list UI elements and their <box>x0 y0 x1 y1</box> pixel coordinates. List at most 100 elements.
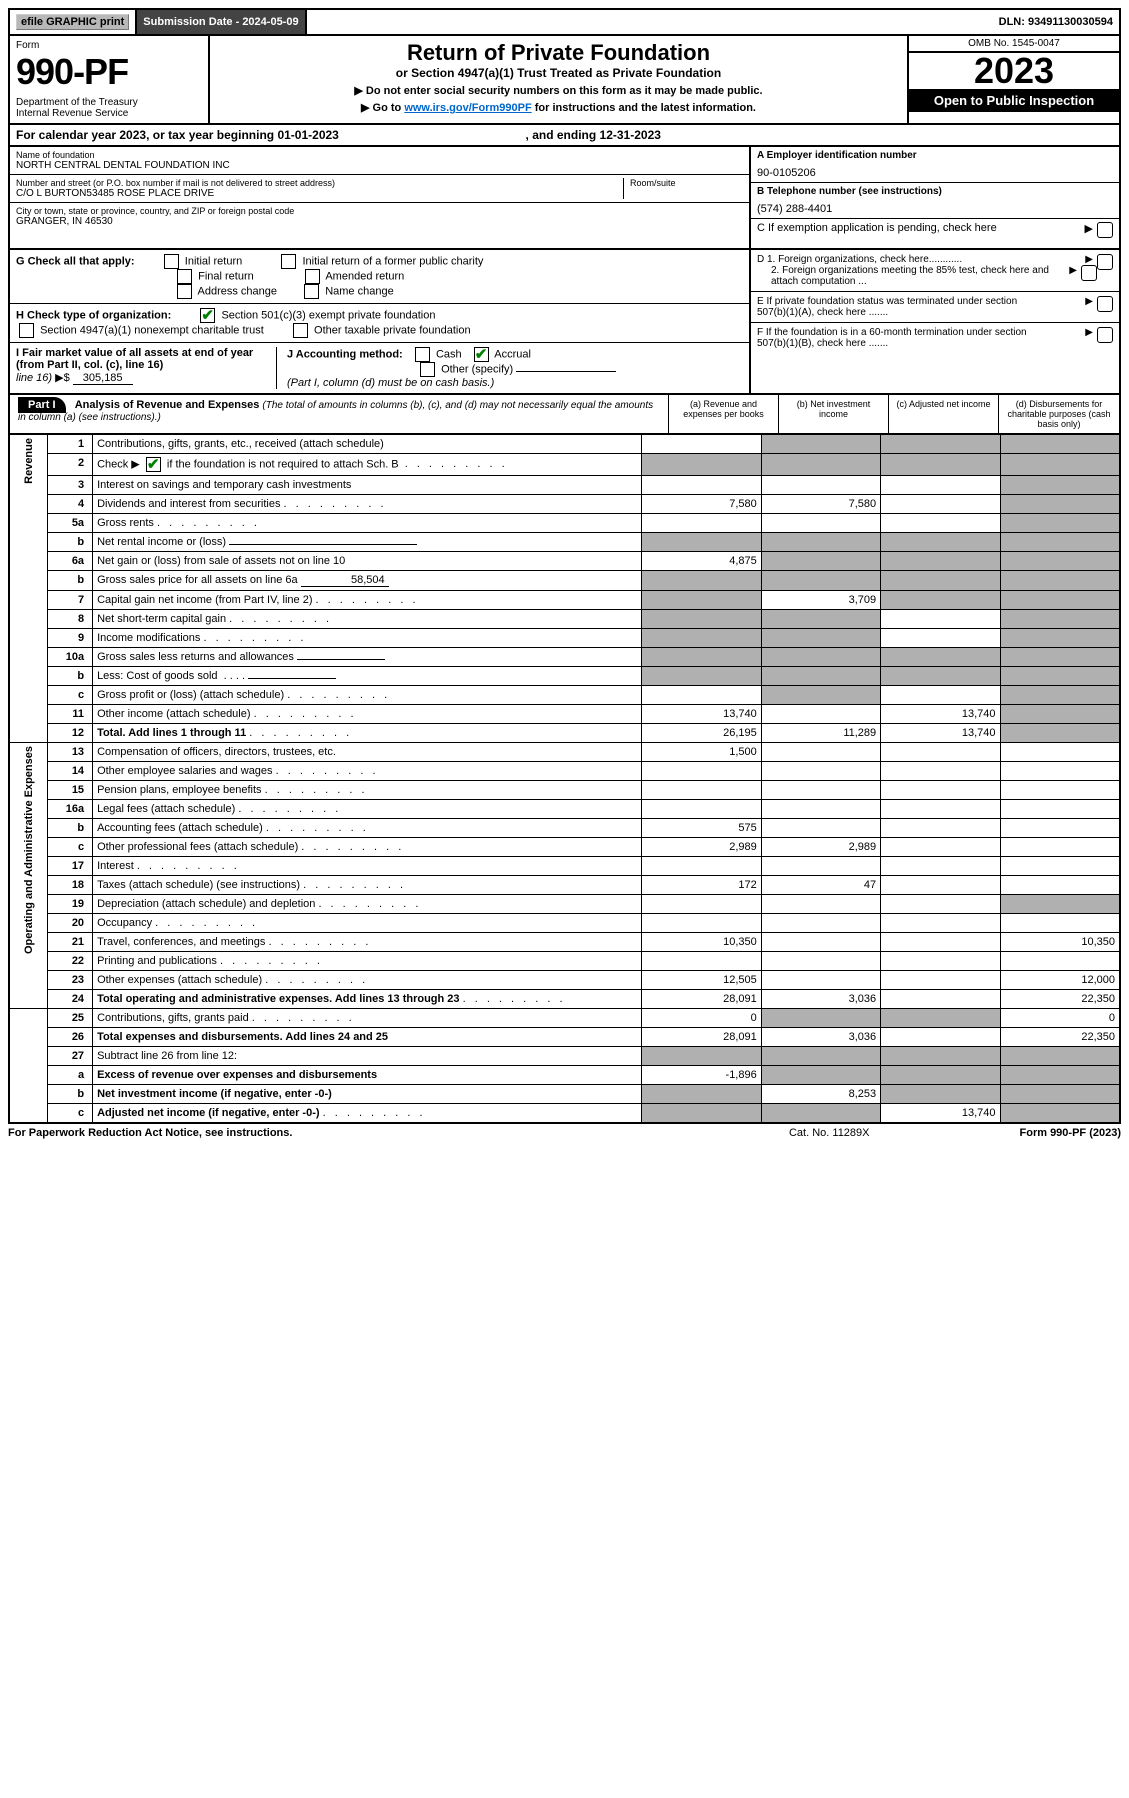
row-4: 4 Dividends and interest from securities… <box>9 495 1120 514</box>
desc13: Compensation of officers, directors, tru… <box>93 743 642 762</box>
desc9: Income modifications <box>93 629 642 648</box>
entity-left: Name of foundation NORTH CENTRAL DENTAL … <box>10 147 749 248</box>
c-label: C If exemption application is pending, c… <box>757 222 997 234</box>
cb-initial[interactable] <box>164 254 179 269</box>
d2-checkbox[interactable] <box>1081 265 1097 281</box>
val6b-fill: 58,504 <box>301 574 389 587</box>
ln25: 25 <box>48 1009 93 1028</box>
street-address: C/O L BURTON53485 ROSE PLACE DRIVE <box>16 188 623 199</box>
h-other: Other taxable private foundation <box>314 324 471 336</box>
e-checkbox[interactable] <box>1097 296 1113 312</box>
val21d: 10,350 <box>1000 933 1120 952</box>
desc8: Net short-term capital gain <box>93 610 642 629</box>
irs-link[interactable]: www.irs.gov/Form990PF <box>404 102 531 114</box>
ln5b: b <box>48 533 93 552</box>
d1-label: D 1. Foreign organizations, check here..… <box>757 254 962 265</box>
desc18: Taxes (attach schedule) (see instruction… <box>93 876 642 895</box>
row-16a: 16a Legal fees (attach schedule) <box>9 800 1120 819</box>
row-27a: a Excess of revenue over expenses and di… <box>9 1066 1120 1085</box>
row-10b: b Less: Cost of goods sold . . . . <box>9 667 1120 686</box>
desc27b: Net investment income (if negative, ente… <box>93 1085 642 1104</box>
desc14: Other employee salaries and wages <box>93 762 642 781</box>
desc17: Interest <box>93 857 642 876</box>
val25a: 0 <box>642 1009 761 1028</box>
cb-schb[interactable] <box>146 457 161 472</box>
ln27: 27 <box>48 1047 93 1066</box>
room-label: Room/suite <box>630 178 743 188</box>
ln9: 9 <box>48 629 93 648</box>
val16ca: 2,989 <box>642 838 761 857</box>
row-6a: 6a Net gain or (loss) from sale of asset… <box>9 552 1120 571</box>
i-line16: line 16) <box>16 372 52 384</box>
ln20: 20 <box>48 914 93 933</box>
c-checkbox[interactable] <box>1097 222 1113 238</box>
ein-value: 90-0105206 <box>757 167 1113 179</box>
ln27a: a <box>48 1066 93 1085</box>
val18a: 172 <box>642 876 761 895</box>
calyear-end: 12-31-2023 <box>600 128 661 142</box>
ln2: 2 <box>48 454 93 476</box>
cb-other-taxable[interactable] <box>293 323 308 338</box>
entity-info: Name of foundation NORTH CENTRAL DENTAL … <box>8 147 1121 250</box>
cb-accrual[interactable] <box>474 347 489 362</box>
calendar-year-row: For calendar year 2023, or tax year begi… <box>8 125 1121 147</box>
val4a: 7,580 <box>642 495 761 514</box>
ein-cell: A Employer identification number 90-0105… <box>751 147 1119 183</box>
cb-501c3[interactable] <box>200 308 215 323</box>
val24a: 28,091 <box>642 990 761 1009</box>
d1-checkbox[interactable] <box>1097 254 1113 270</box>
val23d: 12,000 <box>1000 971 1120 990</box>
row-16c: c Other professional fees (attach schedu… <box>9 838 1120 857</box>
val23a: 12,505 <box>642 971 761 990</box>
desc20: Occupancy <box>93 914 642 933</box>
desc16a: Legal fees (attach schedule) <box>93 800 642 819</box>
j-note: (Part I, column (d) must be on cash basi… <box>287 377 494 389</box>
row-10a: 10a Gross sales less returns and allowan… <box>9 648 1120 667</box>
row-23: 23 Other expenses (attach schedule) 12,5… <box>9 971 1120 990</box>
ln21: 21 <box>48 933 93 952</box>
addr-cell: Number and street (or P.O. box number if… <box>10 175 749 203</box>
val4b: 7,580 <box>761 495 880 514</box>
desc27a: Excess of revenue over expenses and disb… <box>93 1066 642 1085</box>
row-27: 27 Subtract line 26 from line 12: <box>9 1047 1120 1066</box>
desc27c: Adjusted net income (if negative, enter … <box>93 1104 642 1124</box>
cb-initial-former[interactable] <box>281 254 296 269</box>
row-24: 24 Total operating and administrative ex… <box>9 990 1120 1009</box>
note-link: ▶ Go to www.irs.gov/Form990PF for instru… <box>220 101 897 114</box>
ln27b: b <box>48 1085 93 1104</box>
cb-address[interactable] <box>177 284 192 299</box>
g-final: Final return <box>198 270 254 282</box>
efile-button[interactable]: efile GRAPHIC print <box>16 14 129 30</box>
row-25: 25 Contributions, gifts, grants paid 00 <box>9 1009 1120 1028</box>
ln13: 13 <box>48 743 93 762</box>
j-accrual: Accrual <box>494 348 531 360</box>
d-row: D 1. Foreign organizations, check here..… <box>751 250 1119 292</box>
cb-name[interactable] <box>304 284 319 299</box>
row-1: Revenue 1 Contributions, gifts, grants, … <box>9 435 1120 454</box>
desc15: Pension plans, employee benefits <box>93 781 642 800</box>
desc11: Other income (attach schedule) <box>93 705 642 724</box>
col-c-head: (c) Adjusted net income <box>889 395 999 433</box>
g-initial: Initial return <box>185 255 242 267</box>
note-ssn: ▶ Do not enter social security numbers o… <box>220 84 897 97</box>
cb-other-method[interactable] <box>420 362 435 377</box>
e-row: E If private foundation status was termi… <box>751 292 1119 323</box>
ln22: 22 <box>48 952 93 971</box>
g-row: G Check all that apply: Initial return I… <box>10 250 749 304</box>
cb-4947[interactable] <box>19 323 34 338</box>
cb-amended[interactable] <box>305 269 320 284</box>
row-5b: b Net rental income or (loss) <box>9 533 1120 552</box>
row-17: 17 Interest <box>9 857 1120 876</box>
val12c: 13,740 <box>881 724 1000 743</box>
form-number: 990-PF <box>16 51 202 93</box>
col-d-head: (d) Disbursements for charitable purpose… <box>999 395 1119 433</box>
cb-cash[interactable] <box>415 347 430 362</box>
ln7: 7 <box>48 591 93 610</box>
row-12: 12 Total. Add lines 1 through 11 26,1951… <box>9 724 1120 743</box>
cb-final[interactable] <box>177 269 192 284</box>
f-checkbox[interactable] <box>1097 327 1113 343</box>
addr-label: Number and street (or P.O. box number if… <box>16 178 623 188</box>
header-left: Form 990-PF Department of the Treasury I… <box>10 36 210 123</box>
desc24: Total operating and administrative expen… <box>93 990 642 1009</box>
desc6a: Net gain or (loss) from sale of assets n… <box>93 552 642 571</box>
